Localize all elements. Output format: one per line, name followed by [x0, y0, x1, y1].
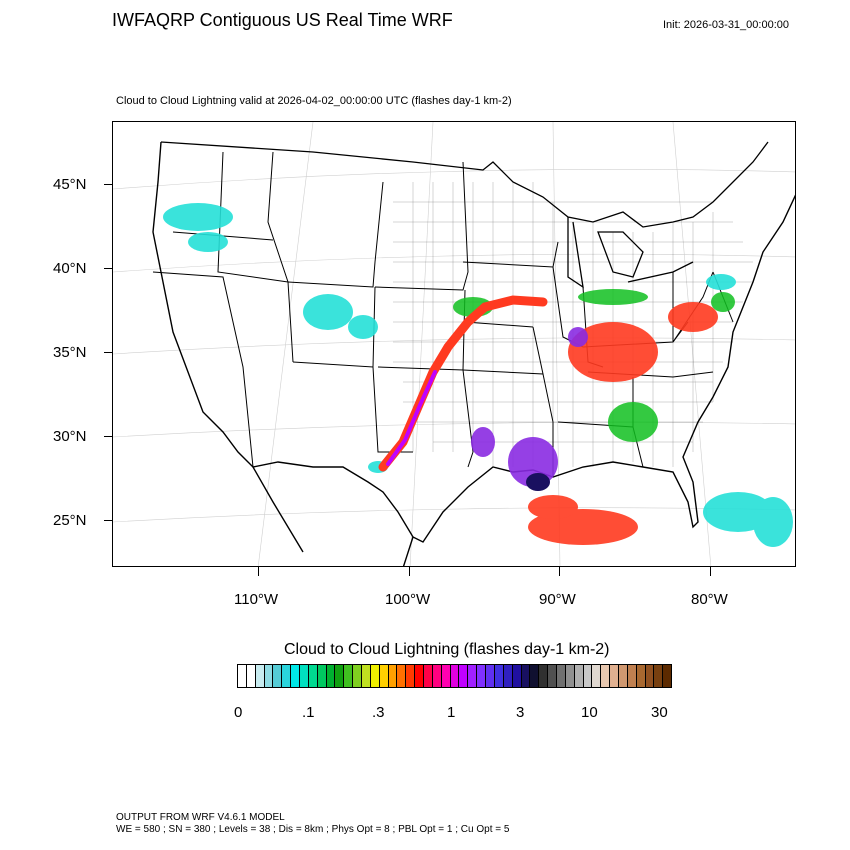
colorbar-swatch [255, 665, 265, 687]
lightning-low-west [163, 203, 793, 547]
colorbar-tick-label: 30 [651, 704, 668, 721]
colorbar-swatch [592, 665, 602, 687]
colorbar-swatch [512, 665, 522, 687]
lightning-max [526, 473, 550, 491]
colorbar-swatch [335, 665, 345, 687]
colorbar-swatch [574, 665, 584, 687]
graticule [113, 122, 795, 566]
colorbar [237, 664, 672, 688]
colorbar-tick-label: 1 [447, 704, 456, 721]
national-border [160, 141, 769, 289]
lightning-mid [453, 289, 735, 442]
init-time-label: Init: 2026-03-31_00:00:00 [663, 19, 789, 31]
lightning-map [112, 121, 796, 567]
colorbar-swatch [494, 665, 504, 687]
colorbar-swatch [317, 665, 327, 687]
lon-label: 110°W [234, 591, 279, 608]
colorbar-swatch [486, 665, 495, 687]
colorbar-swatch [530, 665, 540, 687]
colorbar-swatch [246, 665, 256, 687]
county-borders [393, 182, 753, 467]
colorbar-swatch [503, 665, 513, 687]
lightning-high-gulf [528, 302, 718, 545]
lat-label: 45°N [53, 176, 87, 193]
colorbar-swatch [273, 665, 283, 687]
main-title: IWFAQRP Contiguous US Real Time WRF [112, 10, 453, 30]
colorbar-swatch [362, 665, 371, 687]
colorbar-swatch [264, 665, 274, 687]
colorbar-swatch [521, 665, 531, 687]
colorbar-swatch [238, 665, 247, 687]
colorbar-tick-label: .3 [372, 704, 385, 721]
colorbar-swatch [539, 665, 549, 687]
lat-label: 35°N [53, 344, 87, 361]
colorbar-swatch [353, 665, 363, 687]
colorbar-swatch [618, 665, 628, 687]
colorbar-title: Cloud to Cloud Lightning (flashes day-1 … [284, 641, 610, 658]
colorbar-swatch [300, 665, 309, 687]
colorbar-swatch [627, 665, 637, 687]
map-canvas [113, 122, 795, 566]
colorbar-swatch [379, 665, 389, 687]
colorbar-swatch [326, 665, 336, 687]
map-subtitle: Cloud to Cloud Lightning valid at 2026-0… [116, 95, 512, 107]
colorbar-swatch [477, 665, 487, 687]
colorbar-tick-label: 0 [234, 704, 243, 721]
lightning-squall-core [386, 370, 437, 466]
lon-label: 90°W [539, 591, 576, 608]
lat-label: 25°N [53, 512, 87, 529]
colorbar-swatch [654, 665, 664, 687]
colorbar-swatch [282, 665, 292, 687]
colorbar-swatch [406, 665, 416, 687]
colorbar-swatch [424, 665, 433, 687]
colorbar-swatch [548, 665, 557, 687]
colorbar-swatch [565, 665, 575, 687]
colorbar-swatch [370, 665, 380, 687]
lat-label: 30°N [53, 428, 87, 445]
colorbar-tick-label: 3 [516, 704, 525, 721]
colorbar-swatch [308, 665, 318, 687]
colorbar-tick-label: .1 [302, 704, 315, 721]
lightning-peak [471, 327, 588, 487]
colorbar-swatch [636, 665, 646, 687]
colorbar-swatch [556, 665, 566, 687]
lat-label: 40°N [53, 260, 87, 277]
colorbar-swatch [397, 665, 407, 687]
colorbar-swatch [468, 665, 478, 687]
colorbar-swatch [388, 665, 398, 687]
colorbar-swatch [583, 665, 593, 687]
colorbar-swatch [432, 665, 442, 687]
colorbar-swatch [344, 665, 354, 687]
lon-label: 80°W [691, 591, 728, 608]
colorbar-swatch [441, 665, 451, 687]
colorbar-swatch [645, 665, 655, 687]
model-info-line1: OUTPUT FROM WRF V4.6.1 MODEL [116, 812, 285, 823]
coastline [152, 141, 795, 566]
colorbar-swatch [450, 665, 460, 687]
colorbar-swatch [610, 665, 619, 687]
colorbar-swatch [663, 665, 672, 687]
colorbar-swatch [459, 665, 469, 687]
colorbar-swatch [601, 665, 611, 687]
colorbar-tick-label: 10 [581, 704, 598, 721]
colorbar-swatch [415, 665, 425, 687]
model-info-line2: WE = 580 ; SN = 380 ; Levels = 38 ; Dis … [116, 824, 510, 835]
colorbar-swatch [291, 665, 301, 687]
lon-label: 100°W [385, 591, 431, 608]
